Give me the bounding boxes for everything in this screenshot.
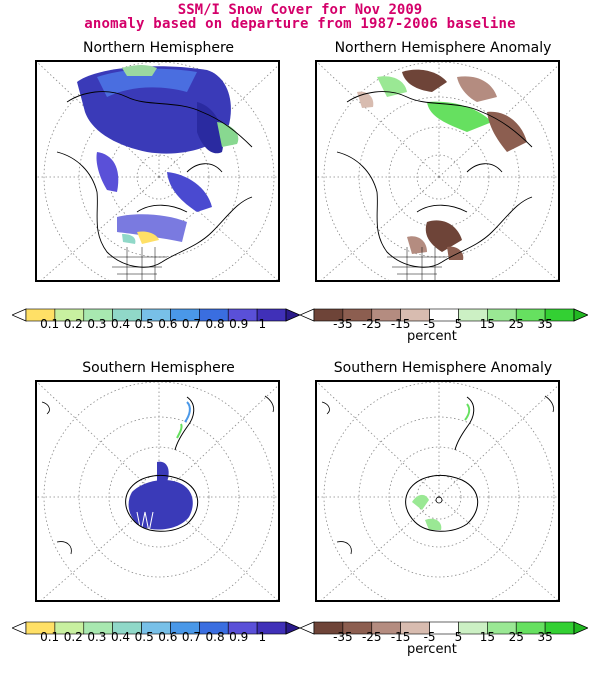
- colorbar-tick-label: -35: [333, 630, 353, 644]
- fraction-colorbar-svg: [10, 621, 302, 635]
- colorbar-tick-label: 0.5: [134, 630, 154, 644]
- colorbar-tick-label: -15: [390, 630, 411, 644]
- nh-anomaly-colorbar: -35 -25 -15 -5 5 15 25 35: [298, 307, 590, 331]
- colorbar-tick-label: 0.9: [229, 630, 249, 644]
- nh-snow-map: [35, 60, 280, 282]
- sh-panel-title: Southern Hemisphere: [82, 360, 235, 376]
- colorbar-tick-label: 5: [454, 630, 463, 644]
- colorbar-tick-label: -35: [333, 317, 353, 331]
- colorbar-tick-label: -25: [361, 630, 382, 644]
- colorbar-tick-label: -5: [423, 317, 436, 331]
- colorbar-max-arrow: [285, 308, 302, 322]
- anomaly-colorbar-svg: [298, 621, 590, 635]
- colorbar-tick-label: -5: [423, 630, 436, 644]
- nh-fraction-colorbar: 0.1 0.2 0.3 0.4 0.5 0.6 0.7 0.8 0.9 1: [10, 307, 302, 331]
- colorbar-tick-label: 0.5: [134, 317, 154, 331]
- colorbar-max-arrow: [285, 621, 302, 635]
- sh-fraction-colorbar: 0.1 0.2 0.3 0.4 0.5 0.6 0.7 0.8 0.9 1: [10, 620, 302, 644]
- nh-panel-title: Northern Hemisphere: [83, 40, 234, 56]
- colorbar-tick-label: -15: [390, 317, 411, 331]
- colorbar-tick-label: 35: [537, 630, 553, 644]
- colorbar-tick-label: 15: [479, 630, 495, 644]
- colorbar-min-arrow: [10, 308, 27, 322]
- nh-anomaly-map: [315, 60, 560, 282]
- colorbar-tick-label: 0.1: [40, 317, 60, 331]
- colorbar-tick-label: 0.1: [40, 630, 60, 644]
- colorbar-tick-label: 0.4: [110, 630, 131, 644]
- sh-snow-map: [35, 380, 280, 602]
- colorbar-tick-label: 35: [537, 317, 553, 331]
- colorbar-max-arrow: [573, 621, 590, 635]
- colorbar-min-arrow: [10, 621, 27, 635]
- colorbar-tick-label: 0.9: [229, 317, 249, 331]
- colorbar-max-arrow: [573, 308, 590, 322]
- colorbar-tick-label: 0.6: [158, 317, 178, 331]
- colorbar-tick-label: 0.6: [158, 630, 178, 644]
- colorbar-tick-label: 15: [479, 317, 495, 331]
- title-line-1: SSM/I Snow Cover for Nov 2009: [177, 2, 423, 18]
- colorbar-tick-label: 0.7: [181, 630, 201, 644]
- colorbar-tick-label: 1: [258, 630, 267, 644]
- colorbar-tick-label: 0.8: [205, 317, 225, 331]
- sh-anomaly-panel-title: Southern Hemisphere Anomaly: [333, 360, 553, 376]
- colorbar-min-arrow: [298, 308, 315, 322]
- colorbar-tick-label: 25: [508, 317, 524, 331]
- sh-anomaly-map: [315, 380, 560, 602]
- colorbar-tick-label: 25: [508, 630, 524, 644]
- colorbar-tick-label: 0.2: [63, 317, 83, 331]
- colorbar-tick-label: 0.3: [87, 630, 107, 644]
- sh-anomaly-unit-label: percent: [407, 642, 457, 657]
- nh-anomaly-unit-label: percent: [407, 329, 457, 344]
- title-line-2: anomaly based on departure from 1987-200…: [84, 16, 516, 32]
- anomaly-colorbar-svg: [298, 308, 590, 322]
- fraction-colorbar-svg: [10, 308, 302, 322]
- sh-anomaly-colorbar: -35 -25 -15 -5 5 15 25 35: [298, 620, 590, 644]
- colorbar-tick-label: 1: [258, 317, 267, 331]
- colorbar-min-arrow: [298, 621, 315, 635]
- colorbar-tick-label: 0.2: [63, 630, 83, 644]
- colorbar-tick-label: 0.4: [110, 317, 131, 331]
- colorbar-tick-label: 0.3: [87, 317, 107, 331]
- colorbar-tick-label: -25: [361, 317, 382, 331]
- colorbar-tick-label: 0.7: [181, 317, 201, 331]
- nh-anomaly-panel-title: Northern Hemisphere Anomaly: [334, 40, 552, 56]
- colorbar-tick-label: 0.8: [205, 630, 225, 644]
- colorbar-tick-label: 5: [454, 317, 463, 331]
